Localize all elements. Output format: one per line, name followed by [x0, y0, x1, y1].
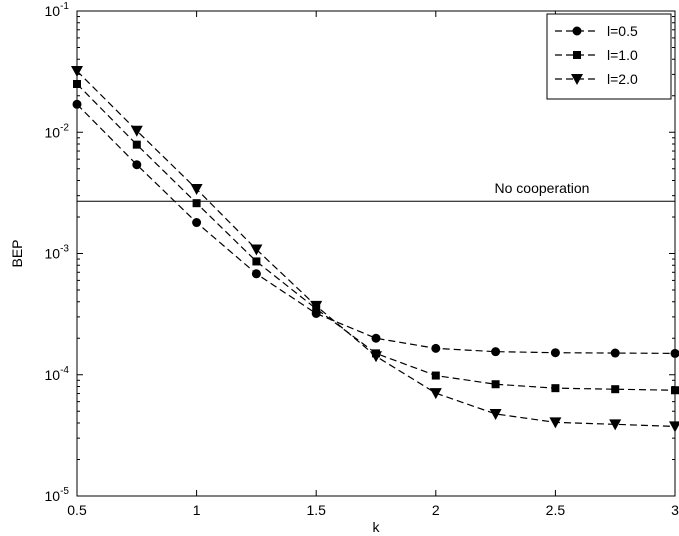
- legend-label: l=1.0: [607, 47, 638, 63]
- data-point: [370, 351, 382, 363]
- data-point: [132, 140, 141, 149]
- data-point: [549, 417, 562, 429]
- y-tick-label: 10-3: [45, 244, 70, 262]
- x-axis-label: k: [373, 519, 381, 535]
- series-2: [71, 66, 679, 433]
- data-point: [669, 421, 679, 433]
- series-line: [76, 70, 676, 427]
- x-tick-label: 2.5: [546, 502, 566, 518]
- y-tick-label: 10-5: [45, 486, 70, 504]
- y-tick-label: 10-1: [45, 1, 70, 19]
- data-point: [489, 408, 502, 420]
- data-point: [431, 371, 440, 380]
- no-cooperation-label: No cooperation: [495, 180, 590, 196]
- series-1: [73, 79, 679, 395]
- legend: l=0.5 l=1.0 l=2.0: [546, 13, 672, 100]
- data-point: [550, 348, 560, 358]
- data-point: [371, 333, 381, 343]
- data-point: [551, 384, 560, 393]
- y-axis-label: BEP: [9, 239, 25, 267]
- data-point: [132, 160, 142, 170]
- data-point: [252, 257, 261, 266]
- data-point: [192, 218, 202, 228]
- data-point: [130, 125, 143, 137]
- data-point: [192, 199, 201, 208]
- axis-ticks: 0.5 1 1.5 2 2.5 3 10-5 10-4 10-3 10-2 10-1: [45, 1, 679, 518]
- plot-area: [71, 66, 679, 433]
- legend-marker: [571, 74, 583, 85]
- data-point: [190, 184, 203, 196]
- y-tick-label: 10-2: [45, 122, 70, 140]
- y-tick-label: 10-4: [45, 365, 70, 383]
- series-line: [76, 83, 676, 391]
- legend-label: l=0.5: [607, 23, 638, 39]
- legend-marker: [572, 26, 582, 36]
- data-point: [611, 385, 620, 394]
- data-point: [610, 348, 620, 358]
- legend-box: [546, 13, 672, 100]
- x-tick-label: 0.5: [67, 502, 87, 518]
- data-point: [250, 244, 263, 256]
- data-point: [251, 269, 261, 279]
- data-point: [609, 419, 622, 431]
- data-point: [429, 388, 442, 400]
- x-tick-label: 2: [432, 502, 440, 518]
- x-tick-label: 3: [671, 502, 679, 518]
- x-tick-label: 1: [193, 502, 201, 518]
- x-tick-label: 1.5: [306, 502, 326, 518]
- legend-marker: [573, 51, 581, 59]
- data-point: [491, 380, 500, 389]
- legend-label: l=2.0: [607, 71, 638, 87]
- data-point: [431, 343, 441, 353]
- data-point: [310, 300, 323, 312]
- series-line: [76, 103, 676, 354]
- series-0: [72, 99, 679, 358]
- data-point: [491, 347, 501, 357]
